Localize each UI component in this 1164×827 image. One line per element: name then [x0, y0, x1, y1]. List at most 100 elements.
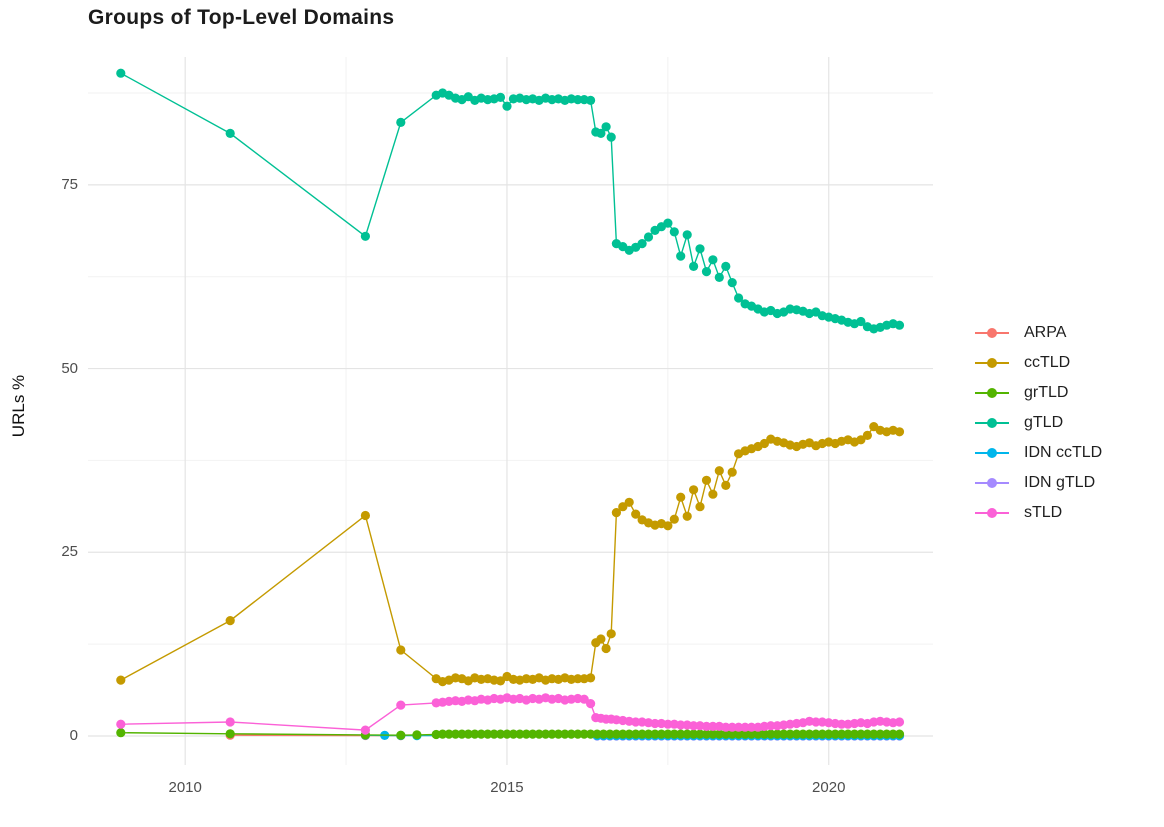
data-point: [663, 719, 673, 729]
data-point: [689, 485, 699, 495]
legend-item-arpa: ARPA: [974, 318, 1102, 348]
data-point: [225, 729, 235, 739]
data-point: [495, 676, 506, 686]
data-point: [676, 729, 686, 739]
data-point: [547, 729, 557, 739]
legend-key-icon: [975, 478, 1009, 488]
data-point: [701, 475, 712, 485]
data-point: [560, 729, 570, 739]
data-point: [438, 729, 448, 739]
data-point: [592, 729, 602, 739]
legend-label: ccTLD: [1024, 354, 1071, 371]
data-point: [573, 95, 583, 105]
data-point: [601, 122, 611, 132]
data-point: [837, 729, 847, 739]
data-point: [734, 293, 744, 303]
data-point: [669, 729, 679, 739]
data-point: [817, 729, 827, 739]
data-point: [579, 729, 589, 739]
data-point: [695, 729, 705, 739]
data-point: [830, 729, 840, 739]
data-point: [714, 729, 724, 739]
data-point: [396, 645, 406, 655]
data-point: [695, 502, 705, 512]
data-point: [573, 729, 583, 739]
data-point: [701, 729, 712, 739]
data-point: [225, 128, 235, 138]
data-point: [708, 255, 718, 265]
data-point: [721, 261, 731, 271]
data-point: [495, 92, 506, 102]
data-point: [721, 480, 731, 490]
data-point: [740, 722, 750, 732]
data-point: [116, 675, 126, 685]
data-point: [502, 101, 512, 111]
data-point: [631, 509, 641, 519]
series-grtld: [116, 728, 905, 740]
data-point: [650, 718, 660, 729]
data-point: [862, 430, 873, 440]
data-point: [689, 261, 699, 271]
data-point: [894, 320, 905, 330]
data-point: [631, 729, 641, 739]
series-gtld: [116, 68, 905, 334]
legend-key-icon: [975, 448, 1009, 458]
legend-item-cctld: ccTLD: [974, 348, 1102, 378]
data-point: [682, 729, 692, 739]
data-point: [708, 729, 718, 739]
data-point: [483, 729, 493, 739]
legend-key-icon: [975, 418, 1009, 428]
data-point: [669, 514, 679, 524]
x-tick-label: 2020: [812, 779, 846, 796]
data-point: [856, 435, 866, 445]
data-point: [785, 729, 795, 739]
legend-label: gTLD: [1024, 414, 1064, 431]
data-point: [746, 729, 757, 739]
data-point: [727, 278, 737, 288]
data-point: [875, 729, 885, 739]
data-point: [528, 729, 538, 739]
data-point: [225, 717, 235, 727]
data-point: [360, 510, 370, 521]
data-point: [566, 729, 576, 739]
x-tick-label: 2015: [490, 779, 524, 796]
data-point: [746, 722, 757, 732]
data-point: [714, 466, 724, 476]
data-point: [721, 729, 731, 739]
data-point: [714, 272, 724, 282]
data-point: [360, 231, 370, 241]
data-point: [708, 489, 718, 499]
data-point: [457, 729, 467, 739]
data-point: [727, 729, 737, 739]
data-point: [631, 717, 641, 727]
data-point: [727, 467, 737, 477]
legend-label: grTLD: [1024, 384, 1069, 401]
data-point: [225, 616, 235, 626]
y-tick-label: 0: [69, 726, 78, 744]
data-point: [643, 232, 654, 242]
data-point: [508, 729, 518, 739]
data-point: [856, 729, 866, 739]
data-point: [470, 729, 480, 739]
data-point: [779, 729, 789, 739]
legend-item-grtld: grTLD: [974, 378, 1102, 408]
data-point: [116, 68, 126, 78]
data-point: [894, 427, 905, 437]
data-point: [116, 728, 126, 738]
data-point: [837, 719, 847, 729]
legend-label: IDN gTLD: [1024, 474, 1096, 491]
data-point: [396, 700, 406, 710]
data-point: [637, 729, 647, 739]
data-point: [759, 438, 770, 449]
data-point: [586, 673, 596, 683]
data-point: [669, 227, 679, 237]
legend-label: sTLD: [1024, 504, 1063, 521]
data-point: [502, 729, 512, 739]
data-point: [656, 729, 667, 739]
data-point: [824, 729, 834, 739]
data-point: [606, 629, 616, 639]
data-point: [463, 729, 473, 739]
x-tick-label: 2010: [168, 779, 202, 796]
data-point: [734, 722, 744, 732]
